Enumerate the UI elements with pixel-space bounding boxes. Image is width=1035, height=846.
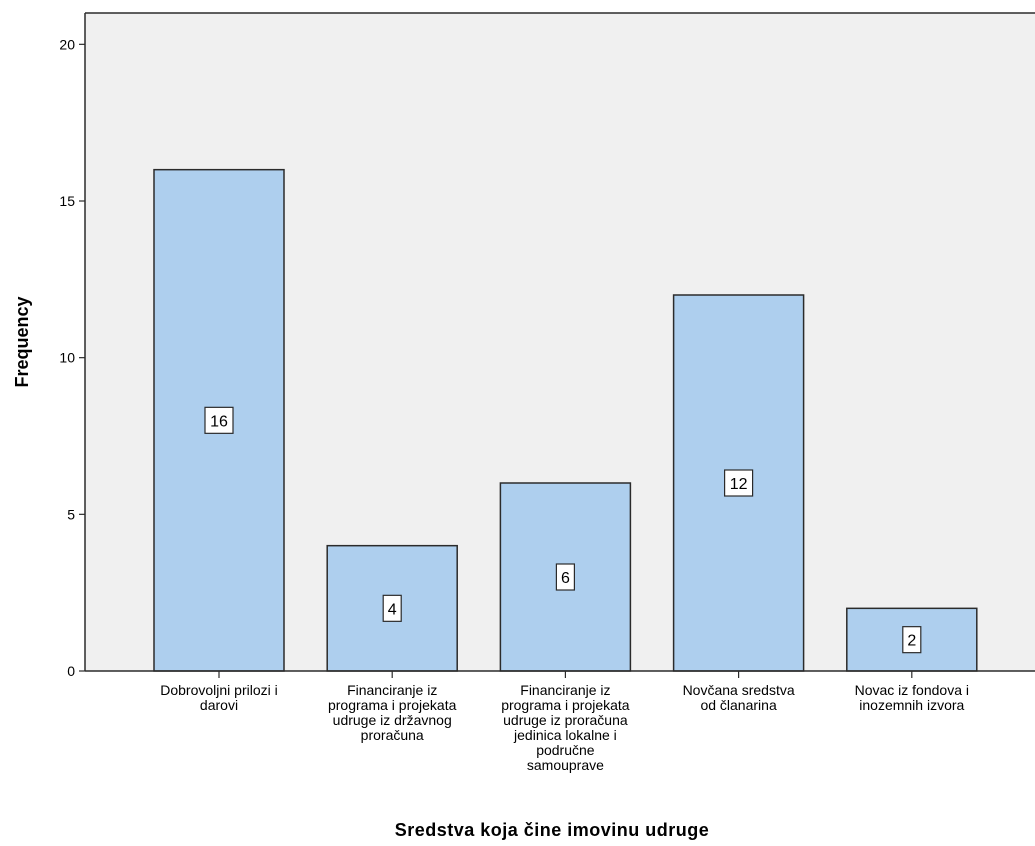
x-tick-label-line: jedinica lokalne i	[513, 727, 617, 743]
x-tick-label: Novčana sredstva od članarina	[683, 682, 795, 713]
data-label-box	[723, 469, 754, 497]
data-label: 16	[210, 413, 228, 430]
data-label-box	[555, 563, 576, 591]
x-tick-label: Financiranje iz programa i projekata udrug…	[501, 682, 630, 773]
y-tick-label: 20	[59, 36, 75, 52]
x-tick-label-line: Novac iz fondova i	[855, 682, 969, 698]
x-tick-label-line: od članarina	[700, 697, 776, 713]
data-label-box	[902, 626, 922, 654]
x-tick-label-line: programa i projekata	[328, 697, 457, 713]
x-tick-label: Novac iz fondova i inozemnih izvora	[855, 682, 969, 713]
x-tick-label-line: darovi	[200, 697, 238, 713]
x-tick-label: Dobrovoljni prilozi i darovi	[160, 682, 278, 713]
x-tick-label-line: Financiranje iz	[520, 682, 610, 698]
x-tick-label-line: Dobrovoljni prilozi i	[160, 682, 278, 698]
y-tick-label: 10	[59, 350, 75, 366]
x-tick-label-line: inozemnih izvora	[859, 697, 964, 713]
y-axis-title: Frequency	[12, 296, 32, 387]
data-label: 12	[730, 476, 748, 493]
y-tick-label: 5	[67, 506, 75, 522]
data-label-box	[382, 594, 402, 622]
x-tick-label-line: samouprave	[527, 757, 604, 773]
y-tick-label: 0	[67, 663, 75, 679]
data-labels-layer: 16 4 6 12 2	[204, 406, 922, 654]
data-label-box	[204, 406, 234, 434]
x-axis: Dobrovoljni prilozi i darovi Financiranje …	[85, 670, 1035, 773]
x-tick-label-line: Financiranje iz	[347, 682, 437, 698]
x-axis-title: Sredstva koja čine imovinu udruge	[395, 820, 710, 840]
x-tick-label-line: udruge iz proračuna	[503, 712, 628, 728]
x-tick-label-line: programa i projekata	[501, 697, 630, 713]
x-tick-label: Financiranje iz programa i projekata udrug…	[328, 682, 457, 743]
data-label: 6	[561, 570, 570, 587]
x-tick-label-line: Novčana sredstva	[683, 682, 795, 698]
x-tick-label-line: proračuna	[361, 727, 424, 743]
x-tick-label-line: područne	[536, 742, 595, 758]
data-label: 2	[907, 633, 916, 650]
x-tick-label-line: udruge iz državnog	[333, 712, 452, 728]
y-tick-label: 15	[59, 193, 75, 209]
y-axis: 0 5 10 15 20	[59, 12, 1035, 679]
data-label: 4	[388, 601, 397, 618]
